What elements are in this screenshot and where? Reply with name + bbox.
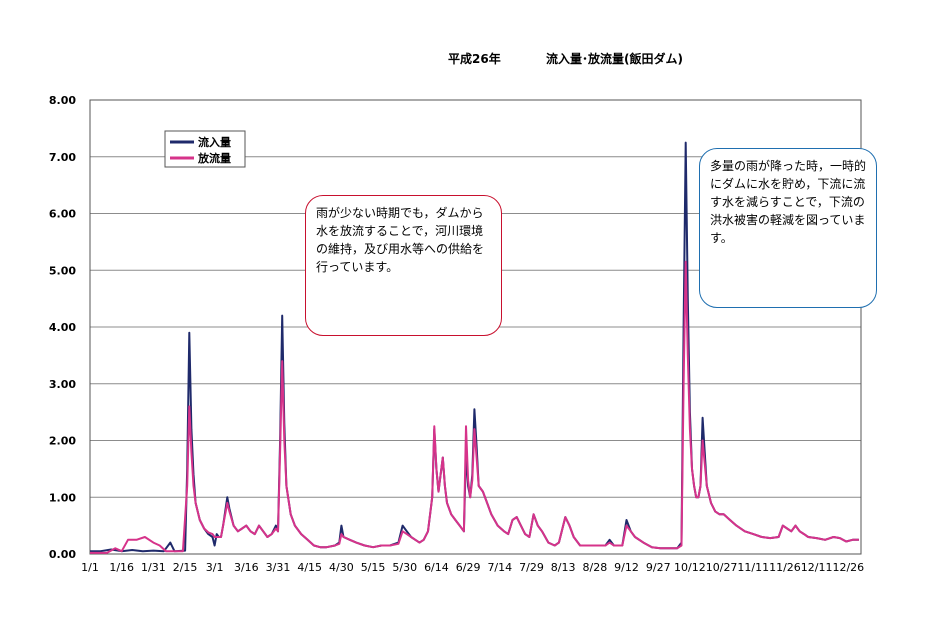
x-tick-label: 11/11 <box>737 561 769 574</box>
x-tick-label: 4/30 <box>329 561 354 574</box>
x-tick-label: 1/1 <box>81 561 99 574</box>
x-tick-label: 7/14 <box>487 561 512 574</box>
x-tick-label: 9/12 <box>614 561 639 574</box>
x-tick-label: 1/31 <box>141 561 166 574</box>
annotation-heavy-rain: 多量の雨が降った時，一時的にダムに水を貯め，下流に流す水を減らすことで，下流の洪… <box>699 148 877 308</box>
x-tick-label: 6/14 <box>424 561 449 574</box>
legend: 流入量 放流量 <box>164 130 246 168</box>
legend-label-outflow: 放流量 <box>197 151 231 165</box>
x-tick-label: 3/1 <box>206 561 224 574</box>
x-tick-label: 10/27 <box>706 561 738 574</box>
x-tick-label: 9/27 <box>646 561 671 574</box>
x-axis-tick-labels: 1/1 1/16 1/31 2/15 3/1 3/16 3/31 4/15 4/30 5/15 5/… <box>81 561 864 574</box>
x-tick-label: 8/28 <box>582 561 607 574</box>
legend-label-inflow: 流入量 <box>198 135 231 149</box>
legend-box <box>164 130 246 168</box>
x-tick-label: 12/26 <box>832 561 864 574</box>
series-lines <box>90 141 859 554</box>
x-tick-label: 5/30 <box>392 561 417 574</box>
y-axis-tick-labels: 0.00 1.00 2.00 3.00 4.00 5.00 6.00 7.00 8.00 <box>49 94 76 561</box>
x-tick-label: 6/29 <box>456 561 481 574</box>
y-tick-label: 8.00 <box>49 94 76 107</box>
plot-frame <box>89 99 862 555</box>
x-tick-label: 12/11 <box>801 561 833 574</box>
y-tick-label: 5.00 <box>49 264 76 277</box>
y-tick-label: 0.00 <box>49 548 76 561</box>
y-tick-label: 3.00 <box>49 378 76 391</box>
x-tick-label: 7/29 <box>519 561 544 574</box>
x-tick-label: 4/15 <box>297 561 322 574</box>
chart-title-year: 平成26年 <box>448 51 501 66</box>
x-tick-label: 3/31 <box>266 561 291 574</box>
y-tick-label: 4.00 <box>49 321 76 334</box>
x-tick-label: 11/26 <box>769 561 801 574</box>
y-tick-label: 2.00 <box>49 435 76 448</box>
y-tick-label: 6.00 <box>49 208 76 221</box>
x-tick-label: 2/15 <box>173 561 198 574</box>
x-tick-label: 10/12 <box>674 561 706 574</box>
x-tick-label: 5/15 <box>361 561 386 574</box>
chart-title: 流入量･放流量(飯田ダム) <box>546 51 683 66</box>
annotation-low-rain: 雨が少ない時期でも，ダムから水を放流することで，河川環境の維持，及び用水等への供… <box>305 195 502 336</box>
y-tick-label: 1.00 <box>49 491 76 504</box>
x-tick-label: 1/16 <box>109 561 134 574</box>
x-tick-label: 3/16 <box>234 561 259 574</box>
series-line-outflow <box>90 260 859 554</box>
y-tick-label: 7.00 <box>49 151 76 164</box>
x-tick-label: 8/13 <box>551 561 576 574</box>
